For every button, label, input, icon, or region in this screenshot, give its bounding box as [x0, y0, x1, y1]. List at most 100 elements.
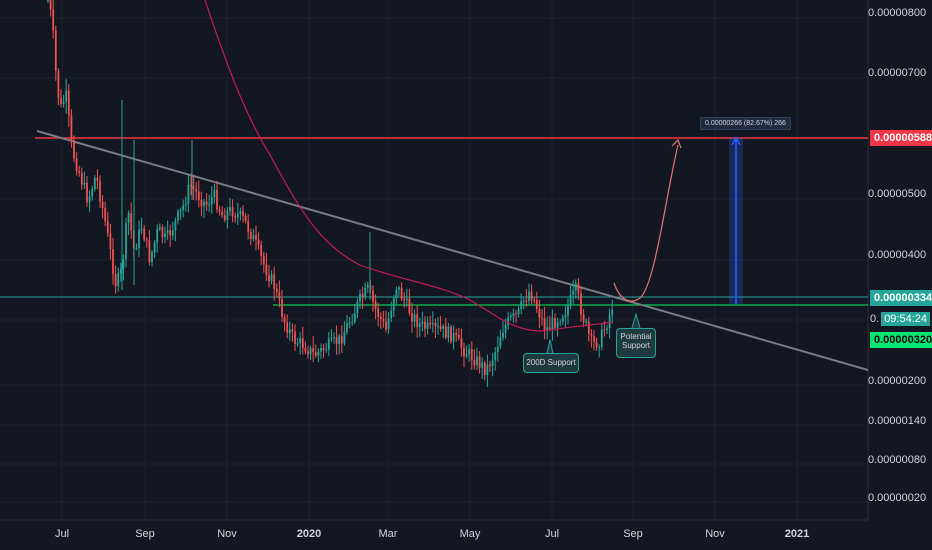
y-tick-140: 0.00000140	[868, 415, 927, 427]
candle-body-139	[408, 298, 411, 313]
candle-body-83	[262, 255, 265, 265]
candle-body-163	[470, 349, 473, 361]
candle-body-108	[327, 338, 330, 350]
potential-support-callout[interactable]: Potential Support	[616, 328, 656, 358]
candle-body-40	[151, 252, 153, 263]
x-tick-nov: Nov	[217, 528, 237, 540]
candle-body-191	[543, 317, 546, 331]
candle-body-5	[60, 98, 62, 104]
candle-body-147	[429, 323, 432, 325]
candle-body-217	[611, 309, 614, 315]
candle-body-167	[481, 362, 484, 368]
candle-body-89	[278, 291, 281, 300]
candle-body-12	[78, 171, 81, 174]
candle-body-198	[561, 317, 564, 322]
candle-body-59	[200, 200, 203, 207]
measure-label: 0.00000266 (82.67%) 266	[700, 117, 791, 130]
candle-body-35	[138, 229, 140, 249]
candle-body-143	[418, 323, 421, 328]
candle-body-161	[465, 354, 468, 357]
candle-body-66	[218, 209, 221, 212]
candle-body-73	[236, 213, 239, 218]
candle-body-174	[499, 337, 502, 347]
candle-body-7	[65, 90, 68, 102]
candle-body-181	[517, 308, 520, 315]
candle-body-193	[548, 327, 551, 330]
support-200d-callout[interactable]: 200D Support	[523, 353, 579, 373]
candle-body-23	[106, 221, 109, 234]
candle-body-121	[361, 293, 364, 298]
candle-body-117	[351, 321, 354, 323]
candle-body-48	[171, 230, 174, 236]
y-tick-400: 0.00000400	[868, 249, 927, 261]
candle-body-210	[593, 336, 595, 342]
candle-body-132	[390, 310, 393, 319]
candle-body-154	[447, 326, 450, 338]
candle-body-159	[460, 337, 463, 348]
candle-body-36	[140, 228, 143, 230]
candle-body-203	[574, 283, 577, 291]
candle-body-164	[473, 360, 476, 366]
candle-body-148	[431, 323, 434, 325]
x-tick-jul: Jul	[54, 528, 70, 540]
candle-body-43	[158, 227, 161, 230]
candle-body-160	[463, 347, 465, 357]
candle-body-14	[83, 182, 86, 185]
candle-body-81	[257, 239, 260, 245]
candle-body-74	[239, 211, 242, 214]
x-tick-may: May	[459, 528, 481, 540]
candle-body-134	[395, 289, 398, 299]
candle-body-116	[348, 322, 351, 324]
candle-body-215	[606, 328, 608, 331]
candle-body-72	[234, 216, 237, 218]
candle-body-24	[109, 233, 112, 250]
candle-body-88	[275, 288, 278, 292]
countdown-value: 09:54:24	[881, 312, 931, 326]
candle-body-197	[559, 321, 562, 323]
candle-body-77	[247, 220, 250, 232]
candle-body-213	[600, 329, 603, 348]
candle-body-21	[101, 201, 104, 208]
candle-body-68	[223, 215, 226, 221]
candle-body-177	[507, 317, 510, 326]
candle-body-25	[112, 249, 114, 275]
support-price-tag: 0.00000320	[870, 332, 932, 348]
candle-body-85	[268, 275, 270, 282]
x-tick-mar: Mar	[378, 528, 398, 540]
candle-body-144	[421, 321, 424, 324]
candle-body-171	[491, 360, 494, 367]
candle-body-162	[468, 349, 471, 355]
candle-body-30	[125, 223, 127, 260]
candle-body-129	[382, 319, 385, 322]
candle-body-3	[54, 30, 57, 72]
candle-body-128	[379, 316, 382, 320]
candle-body-137	[403, 298, 406, 301]
candle-body-28	[119, 269, 122, 273]
x-tick-2020: 2020	[296, 528, 322, 540]
candle-body-29	[122, 259, 125, 270]
candle-body-113	[340, 335, 343, 344]
ma200-line	[204, 0, 613, 332]
candle-body-61	[205, 201, 208, 206]
candle-body-173	[496, 346, 499, 353]
candle-body-71	[231, 207, 234, 217]
candle-body-207	[585, 321, 588, 323]
candle-body-212	[598, 347, 601, 349]
candle-body-142	[416, 314, 419, 328]
candle-body-170	[489, 364, 491, 367]
candle-body-211	[595, 341, 598, 348]
candle-body-57	[195, 188, 198, 192]
candle-body-95	[294, 331, 296, 344]
x-tick-jul2: Jul	[544, 528, 560, 540]
candle-body-114	[343, 332, 346, 344]
candle-body-64	[213, 189, 216, 197]
candle-body-178	[509, 315, 512, 318]
candle-body-136	[400, 287, 403, 299]
projection-arrowhead	[671, 138, 682, 149]
candle-body-10	[73, 140, 75, 159]
candle-body-102	[312, 348, 315, 353]
candle-body-4	[57, 71, 60, 99]
candle-body-46	[166, 230, 169, 234]
